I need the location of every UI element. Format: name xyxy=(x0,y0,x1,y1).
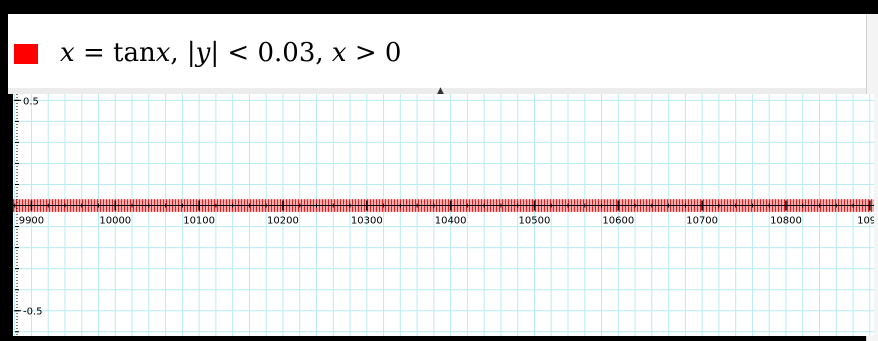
formula-part: , xyxy=(315,38,324,68)
formula-expression[interactable]: x = tanx, |y| < 0.03, x > 0 xyxy=(60,38,401,68)
x-tick-label: 9900 xyxy=(19,216,44,227)
formula-part: = xyxy=(82,38,105,68)
formula-part: | xyxy=(186,38,196,68)
plot-area[interactable]: 9900 10000 10100 10200 10300 10400 10500 10600 1… xyxy=(13,94,874,336)
formula-part: x xyxy=(155,38,171,68)
x-tick-label: 10200 xyxy=(267,216,299,227)
collapse-caret-icon[interactable]: ▲ xyxy=(437,86,444,96)
panel-splitter[interactable] xyxy=(8,88,866,94)
graph-color-swatch[interactable] xyxy=(14,44,38,64)
formula-part: > xyxy=(354,38,377,68)
formula-part: x xyxy=(331,38,347,68)
x-tick-label: 10400 xyxy=(435,216,467,227)
y-tick-label: -0.5 xyxy=(23,307,43,318)
x-tick-label: 10100 xyxy=(183,216,215,227)
formula-part: < xyxy=(227,38,250,68)
x-tick-label: 10000 xyxy=(99,216,131,227)
x-tick-label: 10800 xyxy=(770,216,802,227)
formula-part: 0 xyxy=(384,38,402,68)
x-tick-label: 10300 xyxy=(351,216,383,227)
x-tick-label: 10500 xyxy=(519,216,551,227)
x-tick-label: 10600 xyxy=(602,216,634,227)
formula-part: | xyxy=(210,38,220,68)
formula-part: x xyxy=(60,38,75,68)
plot-canvas: 9900 10000 10100 10200 10300 10400 10500 10600 1… xyxy=(13,94,874,336)
formula-part: y xyxy=(195,38,211,68)
y-tick-label: 0.5 xyxy=(23,96,39,107)
formula-part: , xyxy=(170,38,179,68)
formula-part: 0.03 xyxy=(257,38,316,68)
formula-part: tan xyxy=(113,38,156,68)
x-tick-label: 10700 xyxy=(686,216,718,227)
